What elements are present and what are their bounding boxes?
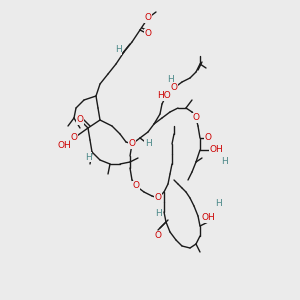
Text: O: O	[145, 14, 152, 22]
Text: H: H	[145, 140, 152, 148]
Text: O: O	[193, 113, 200, 122]
Text: O: O	[76, 116, 83, 124]
Text: O: O	[145, 29, 152, 38]
Text: HO: HO	[157, 92, 171, 100]
Text: OH: OH	[57, 142, 71, 151]
Text: O: O	[154, 194, 161, 202]
Text: H: H	[154, 209, 161, 218]
Text: H: H	[85, 152, 92, 161]
Text: H: H	[214, 200, 221, 208]
Text: O: O	[205, 134, 212, 142]
Text: OH: OH	[209, 146, 223, 154]
Text: H: H	[115, 46, 122, 55]
Text: O: O	[128, 140, 136, 148]
Text: H: H	[220, 158, 227, 166]
Text: O: O	[133, 182, 140, 190]
Text: H: H	[167, 76, 173, 85]
Text: O: O	[170, 83, 178, 92]
Text: OH: OH	[201, 214, 215, 223]
Text: O: O	[154, 232, 161, 241]
Text: O: O	[70, 134, 77, 142]
